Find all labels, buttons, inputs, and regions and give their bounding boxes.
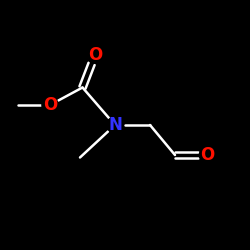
Circle shape (87, 47, 103, 63)
Text: N: N (108, 116, 122, 134)
Text: O: O (200, 146, 214, 164)
Circle shape (200, 147, 216, 163)
Circle shape (42, 97, 58, 113)
Text: O: O (88, 46, 102, 64)
Text: O: O (43, 96, 57, 114)
Circle shape (107, 117, 123, 133)
